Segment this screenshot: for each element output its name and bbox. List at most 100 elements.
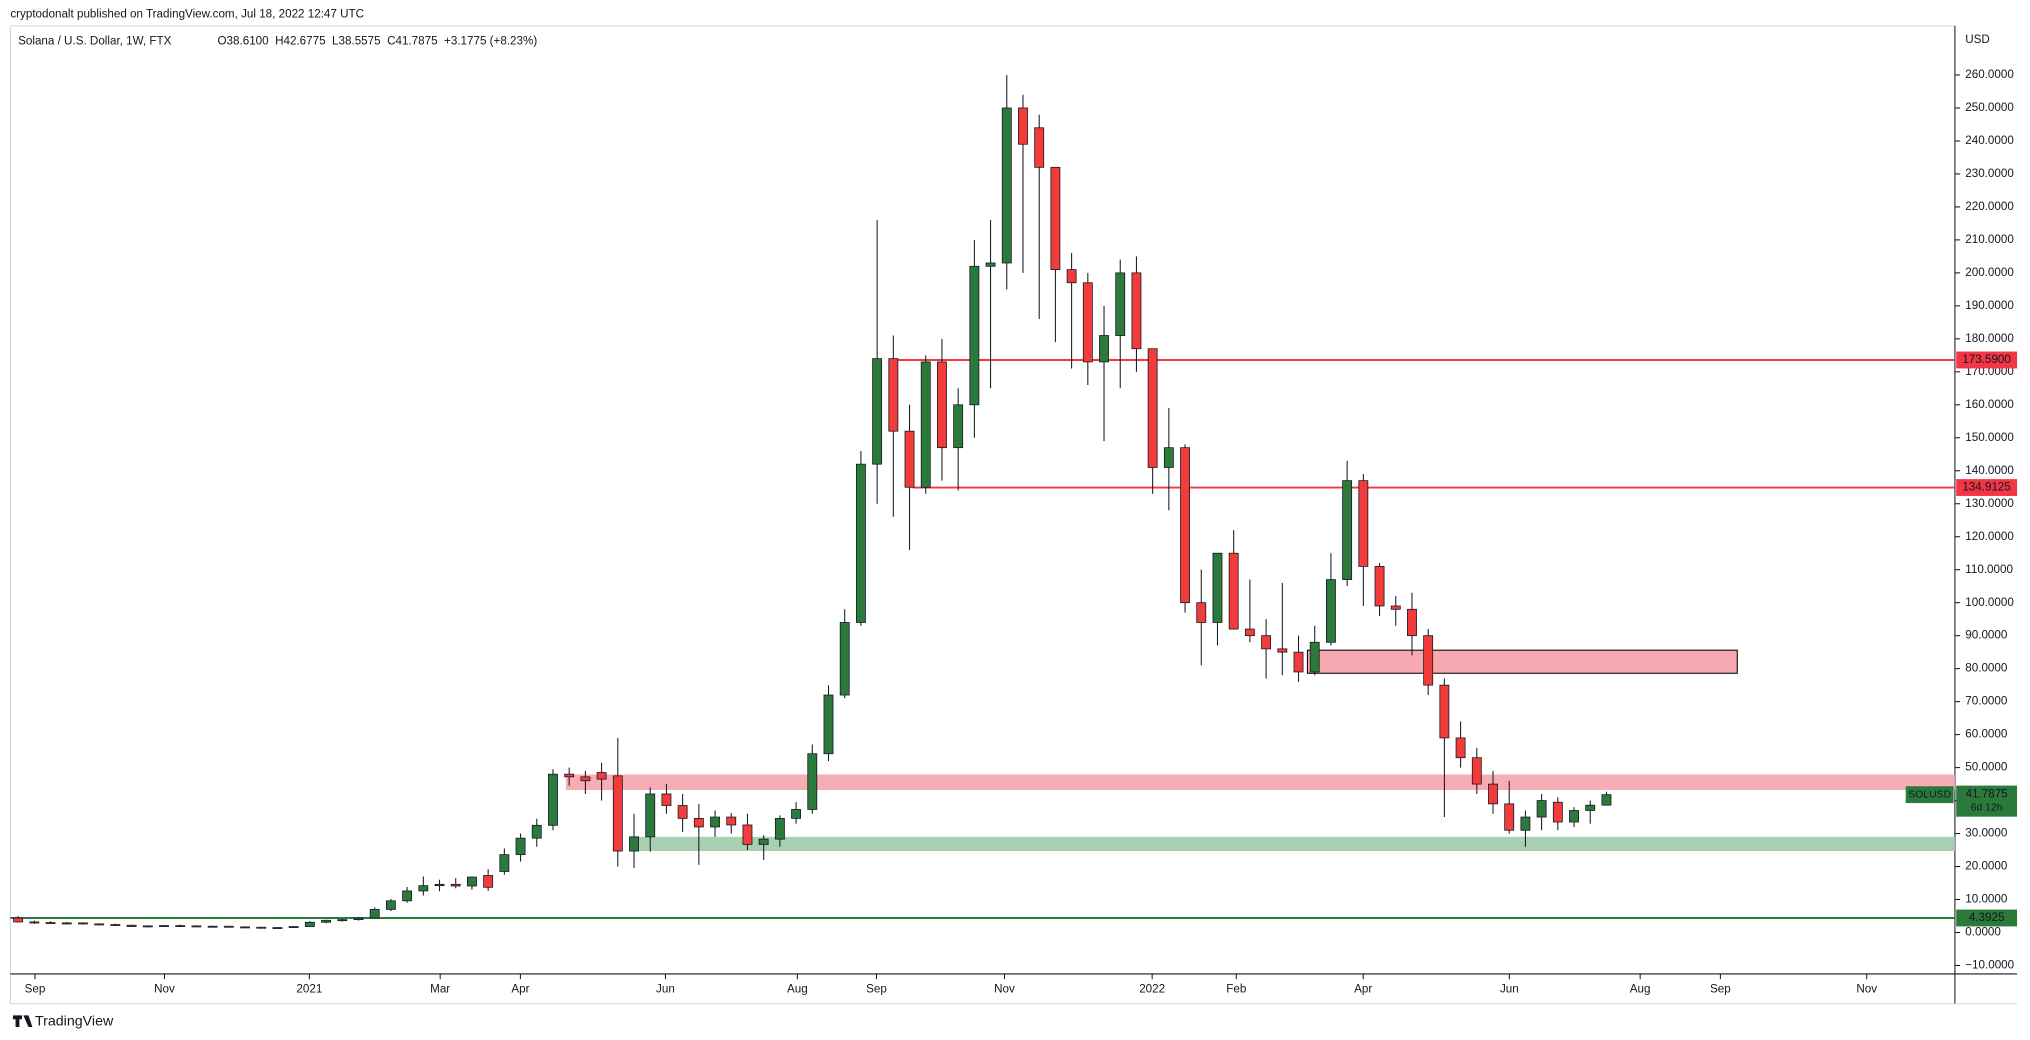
x-tick-label: Aug — [1630, 983, 1651, 996]
candle-body — [807, 753, 818, 810]
candle-body — [13, 917, 24, 923]
candle-body — [1504, 803, 1515, 831]
y-tick-label: 90.0000 — [1965, 629, 2008, 642]
candle-body — [1147, 348, 1158, 468]
candle-body — [1374, 566, 1385, 607]
candle-body — [1423, 635, 1434, 686]
last-price-box — [1956, 785, 2018, 817]
y-tick-label: 240.0000 — [1965, 134, 2014, 147]
candle-body — [612, 775, 623, 852]
candle-body — [596, 772, 607, 780]
candle-body — [142, 925, 153, 928]
symbol-label: SOLUSD — [1908, 789, 1951, 800]
chart-title: Solana / U.S. Dollar, 1W, FTX — [18, 35, 172, 48]
candle-body — [823, 694, 834, 755]
ohlc-value: +3.1775 (+8.23%) — [444, 35, 537, 48]
ohlc-value: O38.6100 — [217, 35, 269, 48]
x-tick-label: Apr — [511, 983, 529, 996]
ohlc-value: C41.7875 — [387, 35, 437, 48]
candle-body — [61, 922, 72, 925]
candle-body — [839, 622, 850, 696]
candle-body — [1001, 107, 1012, 264]
y-tick-label: 0.0000 — [1965, 926, 2001, 939]
logo: TradingView — [12, 1014, 114, 1030]
y-tick-label: 180.0000 — [1965, 332, 2014, 345]
candle-body — [304, 921, 315, 927]
y-tick-label: 120.0000 — [1965, 530, 2014, 543]
x-tick-label: Feb — [1226, 983, 1246, 996]
x-tick-label: Nov — [1856, 983, 1877, 996]
candle-body — [985, 262, 996, 267]
candle-body — [1455, 737, 1466, 759]
candle-body — [1471, 757, 1482, 785]
candle-body — [288, 926, 299, 928]
candle-body — [629, 836, 639, 852]
candle-body — [742, 824, 753, 845]
candle-body — [191, 925, 202, 928]
candle-body — [337, 919, 348, 922]
candle-body — [677, 805, 688, 819]
candle-body — [758, 838, 769, 845]
candle-body — [1034, 127, 1045, 168]
candle-body — [888, 358, 899, 432]
level-label: 173.5900 — [1962, 353, 2011, 366]
candle-body — [1228, 552, 1239, 630]
candle-body — [1196, 602, 1207, 623]
attribution: cryptodonalt published on TradingView.co… — [10, 7, 364, 20]
symbol-box — [1905, 786, 1954, 804]
x-tick-label: Nov — [994, 983, 1015, 996]
candle-body — [1326, 579, 1336, 643]
candle-body — [580, 776, 591, 782]
candle-body — [548, 773, 558, 826]
candle-body — [855, 463, 866, 623]
candle-body — [1244, 628, 1255, 637]
candle-body — [1115, 272, 1126, 336]
y-tick-label: 50.0000 — [1965, 761, 2008, 774]
y-tick-label: 20.0000 — [1965, 860, 2008, 873]
candle-body — [29, 921, 40, 924]
y-tick-label: 60.0000 — [1965, 728, 2008, 741]
candle-body — [1407, 608, 1417, 637]
candle-body — [450, 883, 461, 887]
candle-body — [1342, 480, 1353, 580]
y-tick-label: 70.0000 — [1965, 695, 2008, 708]
y-tick-label: 220.0000 — [1965, 200, 2014, 213]
last-price-label: 41.7875 — [1966, 788, 2008, 801]
zone — [634, 836, 1955, 852]
y-tick-label: 140.0000 — [1965, 464, 2014, 477]
candle-body — [369, 909, 380, 919]
candle-body — [418, 885, 429, 892]
candle-body — [872, 358, 883, 465]
candle-body — [402, 890, 413, 902]
y-tick-label: 100.0000 — [1965, 596, 2014, 609]
level-label: 4.3925 — [1969, 911, 2005, 924]
plot-area — [10, 74, 1955, 929]
y-tick-label: 160.0000 — [1965, 398, 2014, 411]
candle-body — [1131, 272, 1142, 350]
candle-body — [207, 925, 218, 928]
y-tick-label: 30.0000 — [1965, 827, 2008, 840]
x-tick-label: 2022 — [1139, 983, 1165, 996]
level-label: 134.9125 — [1962, 481, 2011, 494]
ohlc-value: H42.6775 — [275, 35, 325, 48]
y-tick-label: 150.0000 — [1965, 431, 2014, 444]
candle-body — [661, 793, 672, 806]
candle-body — [1358, 480, 1369, 567]
candle-body — [1277, 648, 1288, 653]
candle-body — [499, 854, 510, 872]
y-tick-label: 130.0000 — [1965, 497, 2014, 510]
candle-body — [515, 837, 526, 856]
candle-body — [531, 824, 542, 839]
candle-body — [1018, 107, 1028, 145]
candle-body — [321, 919, 332, 923]
candle-body — [94, 923, 105, 926]
x-tick-label: Apr — [1354, 983, 1372, 996]
y-tick-label: 80.0000 — [1965, 662, 2008, 675]
currency: USD — [1965, 33, 1990, 46]
candle-body — [110, 924, 121, 927]
ohlc-value: L38.5575 — [332, 35, 381, 48]
level-label-box — [1956, 479, 2018, 496]
